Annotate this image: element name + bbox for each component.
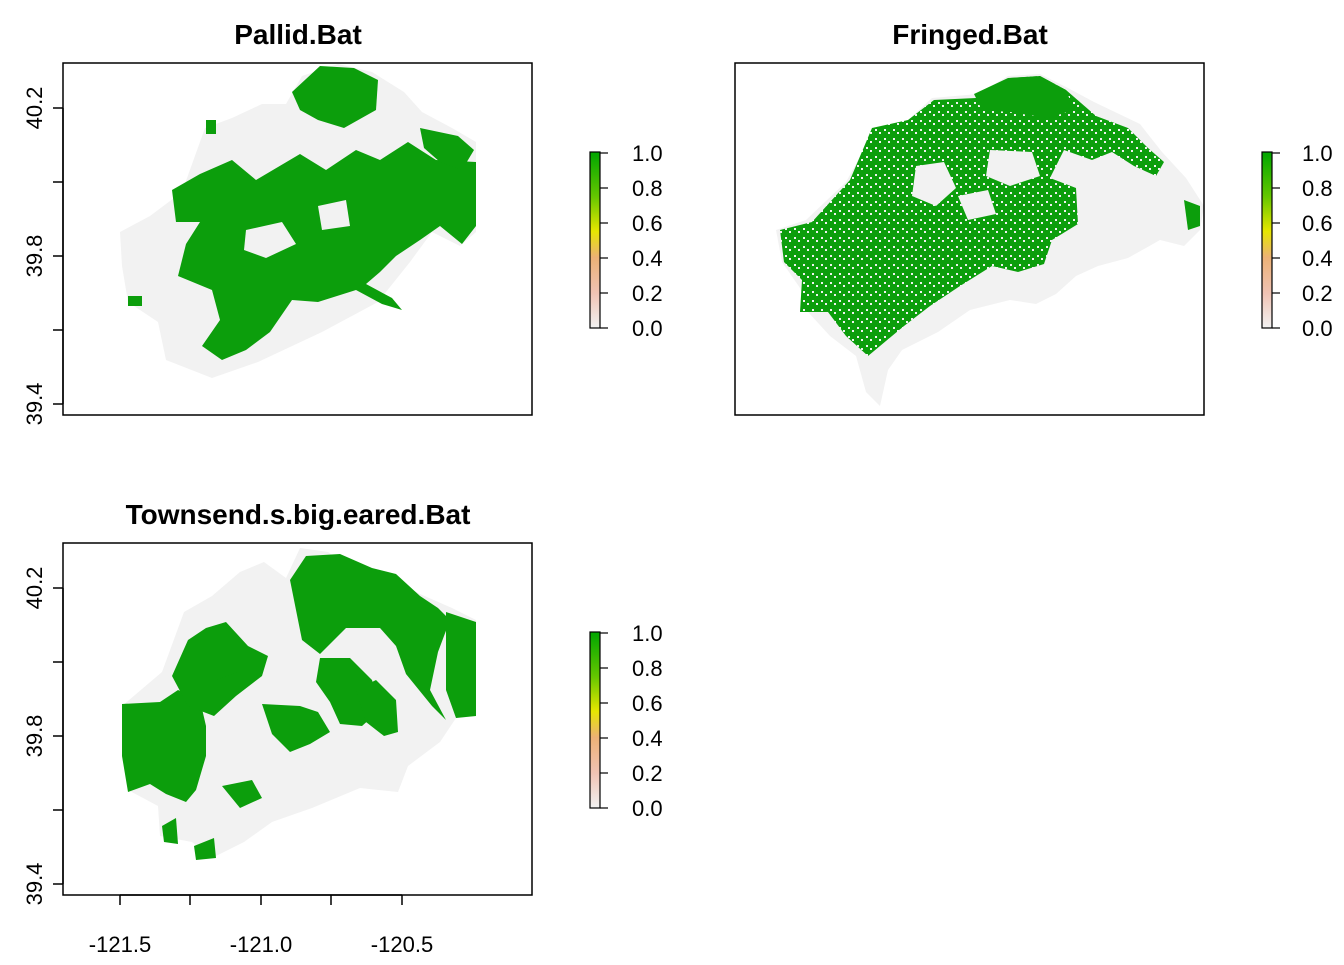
panel-title: Pallid.Bat: [234, 19, 362, 50]
legend-label: 0.8: [632, 656, 663, 681]
y-tick-label: 39.4: [22, 383, 47, 426]
legend-label: 0.2: [632, 281, 663, 306]
legend-label: 0.6: [632, 211, 663, 236]
color-legend: 1.0 0.8 0.6 0.4 0.2 0.0: [589, 621, 663, 821]
legend-label: 1.0: [1302, 141, 1333, 166]
legend-label: 0.6: [1302, 211, 1333, 236]
y-tick-label: 40.2: [22, 87, 47, 130]
plot-frame: [734, 62, 1205, 416]
legend-label: 0.2: [632, 761, 663, 786]
panel-title: Fringed.Bat: [892, 19, 1048, 50]
legend-label: 0.0: [632, 316, 663, 341]
y-tick-label: 39.4: [22, 863, 47, 906]
legend-label: 1.0: [632, 621, 663, 646]
color-legend: 1.0 0.8 0.6 0.4 0.2 0.0: [589, 141, 663, 341]
legend-label: 1.0: [632, 141, 663, 166]
legend-color-bar: [590, 152, 600, 328]
legend-label: 0.4: [1302, 246, 1333, 271]
legend-label: 0.2: [1302, 281, 1333, 306]
legend-label: 0.0: [1302, 316, 1333, 341]
legend-label: 0.4: [632, 726, 663, 751]
legend-label: 0.4: [632, 246, 663, 271]
legend-label: 0.6: [632, 691, 663, 716]
legend-label: 0.8: [1302, 176, 1333, 201]
y-axis: 40.2 39.8 39.4: [22, 567, 64, 906]
y-axis: 40.2 39.8 39.4: [22, 87, 64, 426]
y-tick-label: 39.8: [22, 235, 47, 278]
x-axis: -121.5 -121.0 -120.5: [89, 894, 433, 957]
legend-label: 0.8: [632, 176, 663, 201]
x-tick-label: -121.5: [89, 932, 151, 957]
panel-townsends-big-eared-bat: Townsend.s.big.eared.Bat 40.2 39.8: [22, 499, 663, 957]
color-legend: 1.0 0.8 0.6 0.4 0.2 0.0: [1261, 141, 1333, 341]
legend-color-bar: [590, 632, 600, 808]
y-tick-label: 39.8: [22, 715, 47, 758]
x-tick-label: -121.0: [230, 932, 292, 957]
panel-pallid-bat: Pallid.Bat 40.2 39.8 39.4: [22, 19, 663, 425]
raster-map: [120, 64, 476, 378]
y-tick-label: 40.2: [22, 567, 47, 610]
x-tick-label: -120.5: [371, 932, 433, 957]
panel-fringed-bat: Fringed.Bat 1.0 0.8 0.6 0.4 0.2 0.0: [734, 19, 1333, 416]
raster-map: [122, 548, 476, 860]
legend-color-bar: [1262, 152, 1272, 328]
legend-label: 0.0: [632, 796, 663, 821]
panel-title: Townsend.s.big.eared.Bat: [126, 499, 471, 530]
raster-map: [776, 74, 1204, 406]
